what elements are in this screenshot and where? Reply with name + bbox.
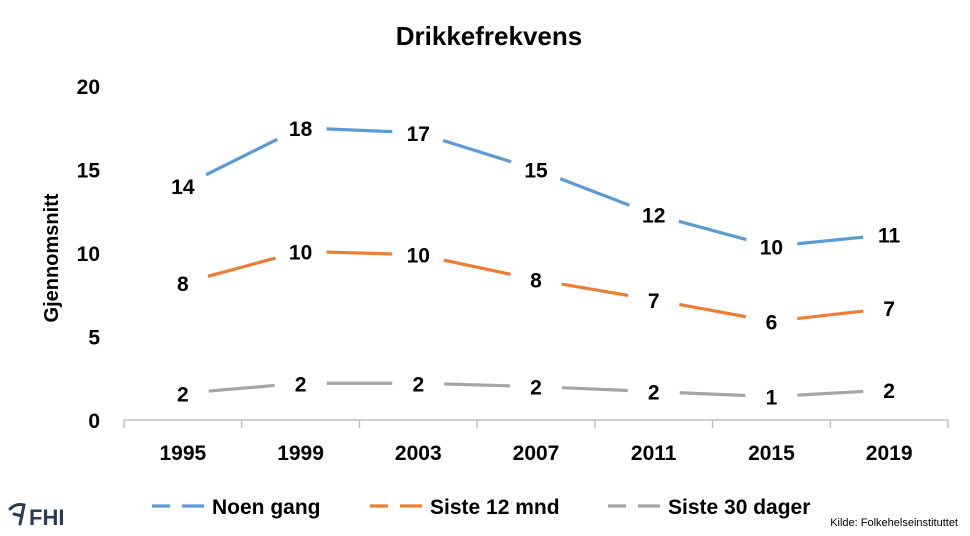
series-line-segment [326, 250, 393, 256]
series-line-segment [797, 309, 864, 321]
y-tick-label: 5 [88, 327, 100, 350]
data-label: 10 [407, 245, 430, 268]
series-line-segment [797, 389, 864, 397]
data-label: 2 [177, 383, 189, 406]
legend-label: Siste 30 dager [668, 496, 810, 519]
data-label: 2 [648, 382, 660, 405]
x-tick-label: 1999 [277, 442, 324, 465]
series-line-segment [444, 382, 511, 388]
x-tick-label: 1995 [159, 442, 206, 465]
series-line-segment [679, 391, 746, 398]
series-line-segment [559, 177, 631, 207]
data-label: 2 [883, 380, 895, 403]
series-line-segment [443, 258, 511, 276]
data-label: 17 [407, 123, 430, 146]
data-label: 12 [642, 205, 665, 228]
data-label: 8 [177, 273, 189, 296]
series-line-segment [205, 137, 278, 177]
y-tick-label: 20 [77, 76, 100, 99]
legend-label: Noen gang [212, 496, 321, 519]
y-tick-label: 10 [77, 243, 100, 266]
fhi-logo: FHI [8, 503, 64, 530]
series-line-segment [326, 127, 393, 134]
x-tick-label: 2007 [513, 442, 560, 465]
y-axis-label: Gjennomsnitt [41, 193, 63, 322]
data-label: 6 [766, 311, 778, 334]
series-line-segment [442, 138, 512, 164]
chart-title: Drikkefrekvens [396, 21, 582, 51]
data-label: 7 [883, 298, 895, 321]
source-note: Kilde: Folkehelseinstituttet [830, 517, 958, 529]
series-line-segment [207, 256, 276, 278]
data-label: 10 [760, 236, 783, 259]
series-line-segment [797, 235, 864, 246]
data-label: 7 [648, 290, 660, 313]
legend: Noen gang Siste 12 mnd Siste 30 dager [152, 496, 810, 519]
data-label: 2 [412, 373, 424, 396]
y-tick-label: 0 [88, 410, 100, 433]
series-line-segment [678, 302, 747, 319]
fhi-logo-icon [8, 503, 26, 526]
x-tick-label: 2015 [748, 442, 795, 465]
x-tick-label: 2019 [866, 442, 913, 465]
fhi-logo-text: FHI [29, 505, 64, 530]
series-line-segment [561, 386, 628, 393]
data-label: 1 [766, 387, 778, 410]
data-label: 14 [171, 176, 195, 199]
axes: 1995 1999 2003 2007 2011 2015 2019 0 5 10 15 20 [77, 76, 949, 465]
data-label: 8 [530, 270, 542, 293]
data-label: 2 [295, 373, 307, 396]
series-line-segment [678, 219, 747, 242]
data-label: 2 [530, 377, 542, 400]
series-lines [205, 127, 864, 398]
series-line-segment [561, 282, 629, 297]
x-tick-label: 2011 [631, 442, 677, 465]
series-line-segment [208, 383, 275, 393]
y-tick-label: 15 [77, 160, 101, 183]
data-label: 10 [289, 241, 312, 264]
data-label: 15 [524, 160, 548, 183]
x-tick-label: 2003 [395, 442, 442, 465]
legend-label: Siste 12 mnd [430, 496, 560, 519]
data-label: 11 [878, 225, 901, 248]
data-label: 18 [289, 118, 313, 141]
